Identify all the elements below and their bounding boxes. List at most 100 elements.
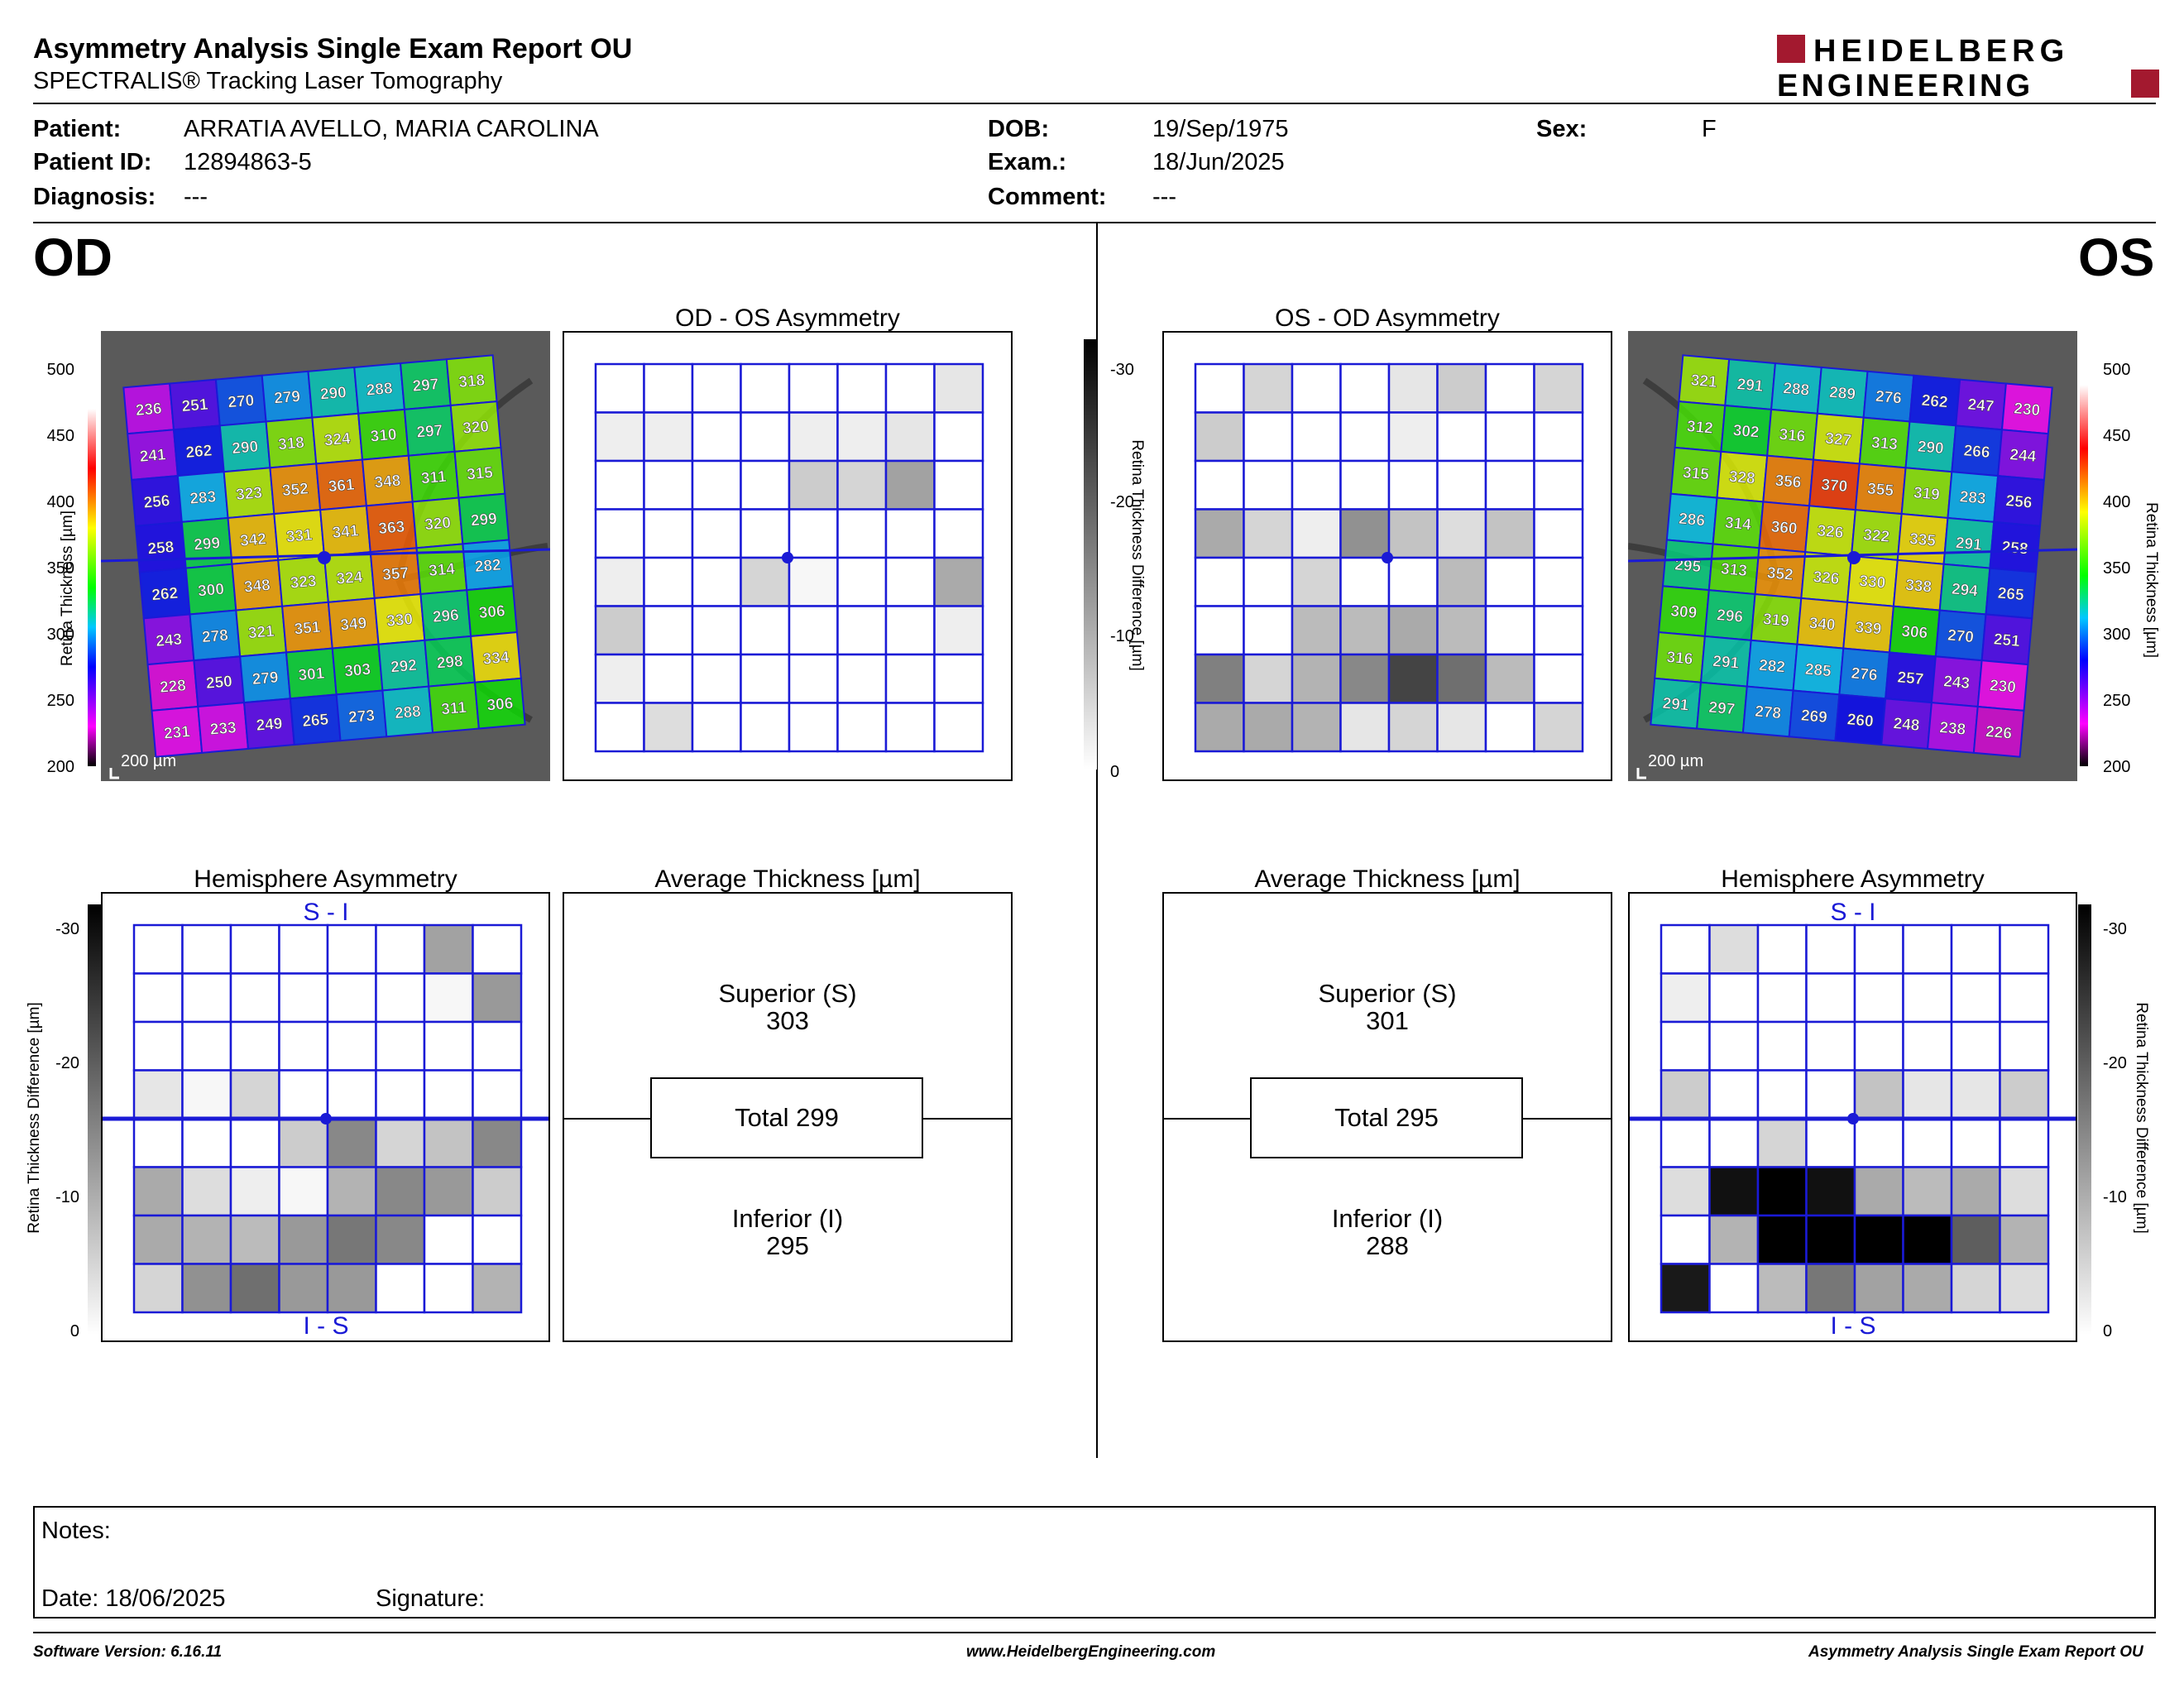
od-asym-fovea-marker: [782, 552, 793, 563]
od-asym-cell: [594, 605, 645, 656]
od-asym-title: OD - OS Asymmetry: [675, 305, 900, 332]
os-map-value: 270: [1947, 627, 1974, 647]
os-map-value: 243: [1942, 673, 1970, 693]
os-map-value: 256: [2005, 492, 2033, 512]
os-hemi-cell: [1708, 1020, 1760, 1072]
od-hemi-cell: [326, 1263, 377, 1314]
od-asym-cell: [884, 556, 936, 607]
os-asym-cell: [1291, 556, 1342, 607]
os-asym-cell: [1194, 362, 1245, 414]
od-asym-cell: [933, 459, 984, 511]
od-map-value: 324: [323, 430, 352, 450]
os-asym-cell: [1484, 411, 1535, 463]
od-hemi-cell: [229, 1263, 280, 1314]
od-hemi-cell: [423, 1020, 474, 1072]
od-hemi-cell: [229, 972, 280, 1024]
os-asym-cell: [1291, 362, 1342, 414]
os-map-value: 226: [1985, 723, 2012, 743]
os-asym-cell: [1436, 653, 1487, 704]
os-asym-cell: [1484, 605, 1535, 656]
od-map-value: 299: [194, 535, 221, 554]
od-asym-cell: [643, 508, 694, 559]
center-diff-tick: 0: [1110, 763, 1120, 781]
os-map-value: 230: [2013, 400, 2040, 420]
os-asym-cell: [1194, 411, 1245, 463]
od-map-value: 250: [205, 673, 232, 693]
os-map-value: 313: [1720, 560, 1747, 580]
footer-website[interactable]: www.HeidelbergEngineering.com: [966, 1643, 1216, 1661]
od-hemi-cell: [278, 1069, 329, 1120]
os-map-value: 238: [1939, 719, 1966, 739]
os-total-label: Total 295: [1334, 1103, 1439, 1132]
od-hemi-cell: [423, 972, 474, 1024]
os-hemi-cell: [1805, 1020, 1856, 1072]
od-map-value: 301: [298, 665, 326, 685]
os-map-value: 352: [1766, 564, 1794, 584]
od-asym-cell: [594, 508, 645, 559]
os-hemi-top-label: S - I: [1830, 899, 1875, 926]
od-asym-grid: [594, 362, 984, 753]
os-asym-cell: [1387, 508, 1439, 559]
od-avg-title: Average Thickness [µm]: [654, 866, 921, 893]
patient-name: ARRATIA AVELLO, MARIA CAROLINA: [184, 116, 599, 142]
os-asym-grid: [1194, 362, 1584, 753]
os-hemi-panel: S - I I - S: [1628, 892, 2077, 1342]
os-map-value: 251: [1993, 631, 2021, 650]
os-map-value: 288: [1783, 380, 1810, 400]
center-diff-tick: -30: [1110, 361, 1134, 379]
os-hemi-cell: [1660, 1069, 1711, 1120]
od-hemi-top-label: S - I: [303, 899, 348, 926]
od-hemi-cell: [472, 1020, 523, 1072]
od-map-value: 348: [374, 472, 401, 492]
comment-label: Comment:: [988, 184, 1107, 210]
od-asym-cell: [884, 702, 936, 753]
os-map-value: 260: [1846, 711, 1874, 731]
os-thick-tick: 400: [2103, 493, 2131, 511]
od-asym-cell: [594, 459, 645, 511]
notes-box[interactable]: Notes: Date: 18/06/2025 Signature:: [33, 1506, 2156, 1618]
os-hemi-cell: [1660, 1214, 1711, 1265]
od-map-value: 341: [332, 522, 360, 542]
os-thick-tick: 500: [2103, 361, 2131, 379]
od-asym-cell: [643, 411, 694, 463]
os-asym-cell: [1243, 508, 1294, 559]
os-map-value: 285: [1804, 661, 1832, 681]
od-asym-cell: [643, 362, 694, 414]
od-thick-tick: 300: [46, 626, 74, 644]
od-eye-label: OD: [33, 228, 113, 287]
os-asym-cell: [1387, 411, 1439, 463]
os-asym-fovea-marker: [1382, 552, 1393, 563]
os-hemi-cell: [1999, 972, 2050, 1024]
os-thick-tick: 300: [2103, 626, 2131, 644]
od-asym-cell: [788, 605, 839, 656]
od-map-value: 297: [416, 422, 443, 442]
os-hemi-tick: -10: [2103, 1188, 2127, 1206]
sex-label: Sex:: [1536, 116, 1588, 142]
od-avg-panel: Superior (S) 303 Total 299 Inferior (I) …: [563, 892, 1013, 1342]
os-asym-cell: [1194, 459, 1245, 511]
header-divider: [33, 103, 2156, 104]
os-hemi-cell: [1902, 1166, 1953, 1217]
os-map-value: 319: [1762, 611, 1789, 631]
od-map-value: 320: [424, 515, 451, 535]
od-asym-cell: [836, 508, 888, 559]
od-asym-cell: [691, 556, 742, 607]
os-map-value: 327: [1824, 430, 1851, 450]
os-asym-cell: [1243, 459, 1294, 511]
os-map-value: 322: [1862, 526, 1889, 546]
notes-signature: Signature:: [376, 1585, 486, 1612]
os-map-value: 248: [1893, 715, 1920, 735]
os-thick-tick: 350: [2103, 559, 2131, 578]
os-map-value: 269: [1800, 707, 1827, 727]
od-map-value: 342: [239, 530, 266, 550]
os-map-value: 330: [1859, 573, 1886, 592]
od-thick-tick: 200: [46, 758, 74, 776]
os-hemi-cell: [1660, 1020, 1711, 1072]
os-hemi-cell: [1805, 1069, 1856, 1120]
os-hemi-cell: [1805, 1117, 1856, 1168]
od-hemi-cell: [181, 1069, 232, 1120]
os-asym-cell: [1243, 362, 1294, 414]
os-hemi-cell: [1902, 1069, 1953, 1120]
od-map-value: 303: [344, 661, 371, 681]
od-map-value: 297: [412, 376, 439, 396]
